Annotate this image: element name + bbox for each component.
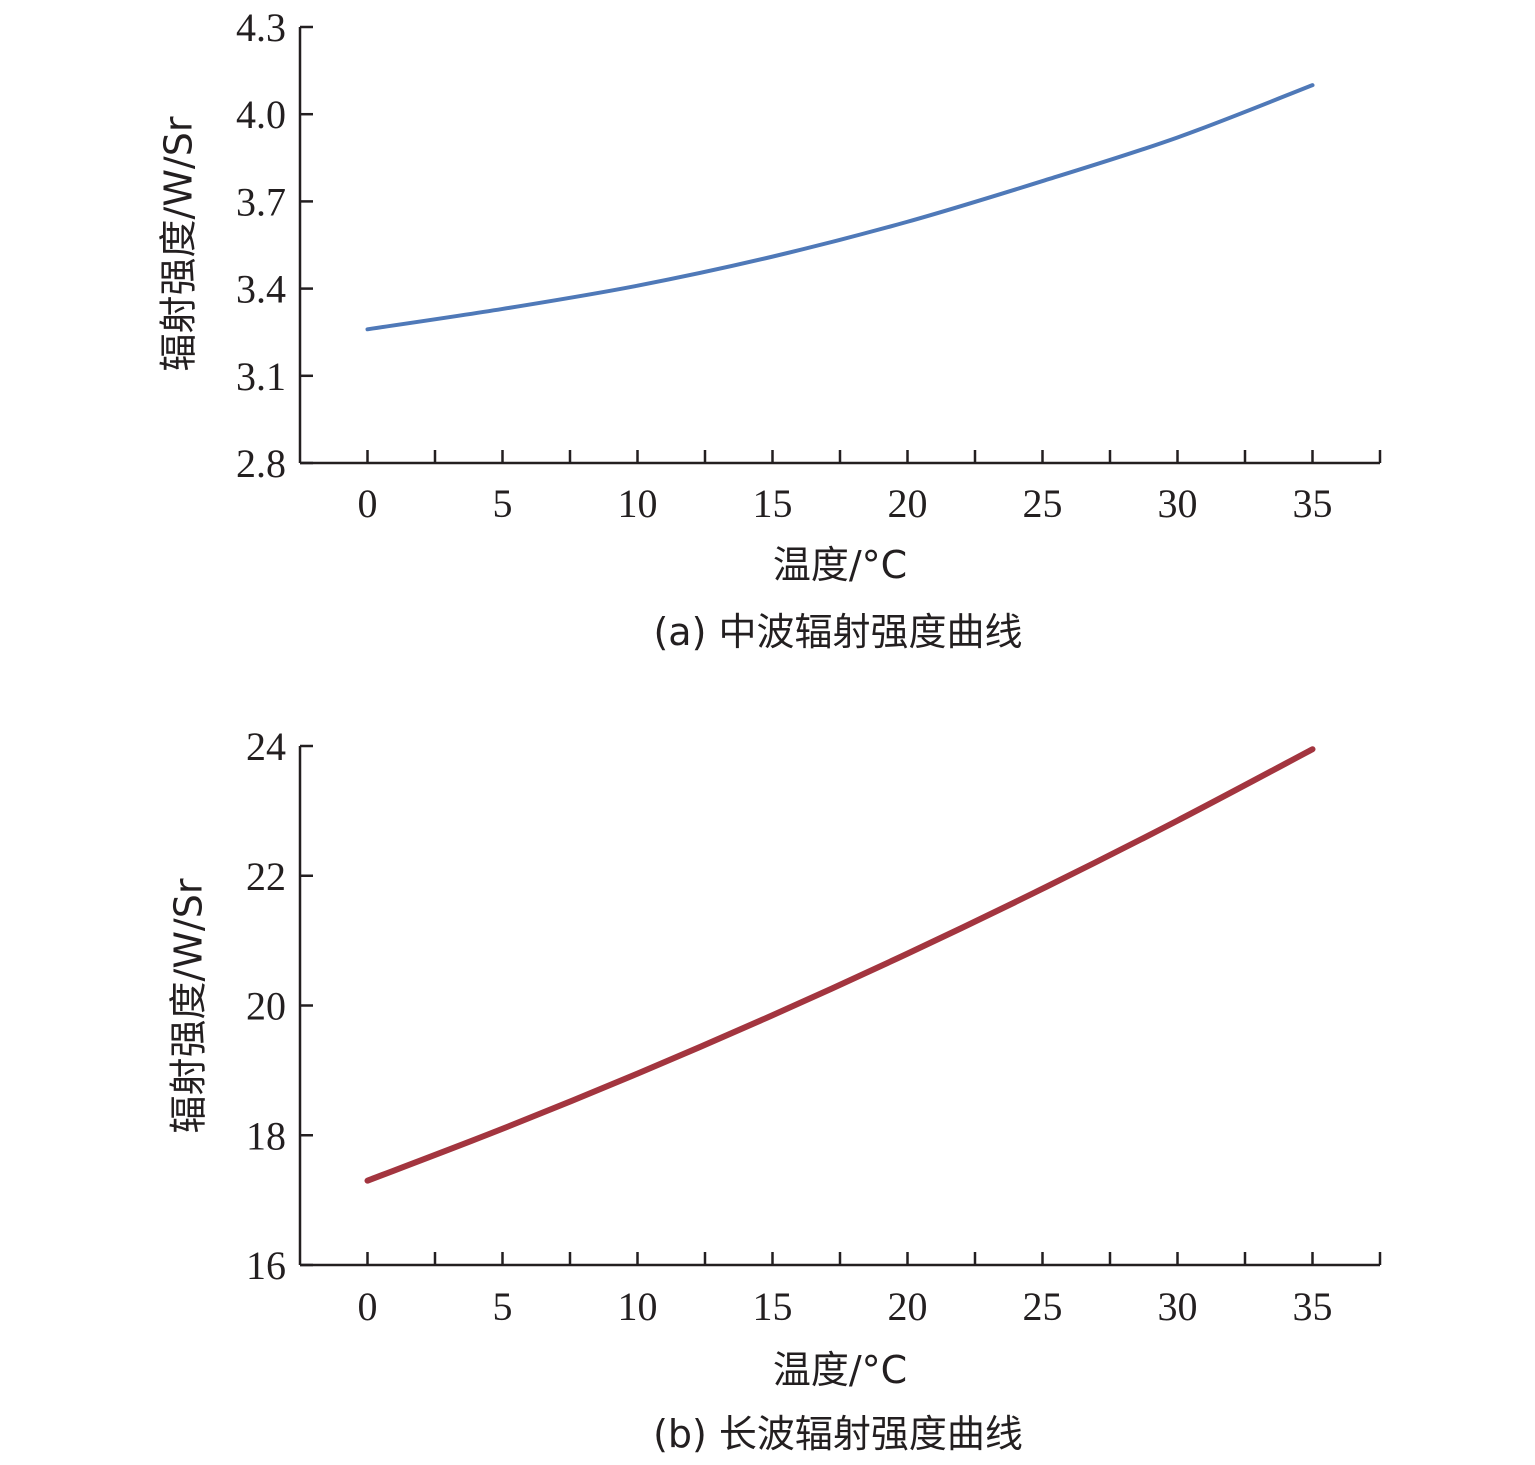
x-tick-label: 35	[1293, 481, 1333, 526]
y-tick-label: 20	[246, 984, 286, 1029]
chart-panel-b: 24 22 20 18 16 0 5 10 15 20 25 30 35 温度/°C 辐射强度/W/Sr (b…	[166, 724, 1382, 1456]
y-tick-label: 2.8	[236, 441, 286, 486]
y-axis-title: 辐射强度/W/Sr	[156, 116, 200, 371]
x-tick-label: 20	[888, 1284, 928, 1329]
x-axis-title: 温度/°C	[773, 1348, 907, 1392]
x-tick-label: 15	[753, 1284, 793, 1329]
y-tick-label: 24	[246, 724, 286, 769]
x-axis-title: 温度/°C	[773, 543, 907, 587]
x-tick-label: 25	[1023, 1284, 1063, 1329]
x-tick-label: 5	[493, 1284, 513, 1329]
x-tick-label: 20	[888, 481, 928, 526]
series-line-0	[365, 83, 1315, 332]
x-tick-label: 10	[618, 1284, 658, 1329]
y-tick-label: 18	[246, 1113, 286, 1158]
series-line-0	[364, 746, 1316, 1184]
x-tick-label: 30	[1158, 1284, 1198, 1329]
y-tick-label: 3.1	[236, 354, 286, 399]
chart-panel-a: 4.3 4.0 3.7 3.4 3.1 2.8 0 5 10 15 20 25 30 35 温度/°C 辐射强…	[156, 5, 1382, 654]
x-tick-label: 35	[1293, 1284, 1333, 1329]
y-tick-label: 3.4	[236, 267, 286, 312]
x-tick-label: 0	[358, 481, 378, 526]
y-tick-label: 22	[246, 854, 286, 899]
chart-caption: (a) 中波辐射强度曲线	[653, 610, 1022, 654]
x-tick-label: 30	[1158, 481, 1198, 526]
x-tick-label: 25	[1023, 481, 1063, 526]
y-tick-label: 4.3	[236, 5, 286, 50]
y-tick-label: 4.0	[236, 92, 286, 137]
y-axis-title: 辐射强度/W/Sr	[166, 878, 210, 1133]
chart-caption: (b) 长波辐射强度曲线	[653, 1412, 1023, 1456]
x-tick-label: 10	[618, 481, 658, 526]
x-tick-label: 0	[358, 1284, 378, 1329]
x-tick-label: 5	[493, 481, 513, 526]
y-tick-label: 16	[246, 1243, 286, 1288]
x-tick-label: 15	[753, 481, 793, 526]
y-tick-label: 3.7	[236, 179, 286, 224]
